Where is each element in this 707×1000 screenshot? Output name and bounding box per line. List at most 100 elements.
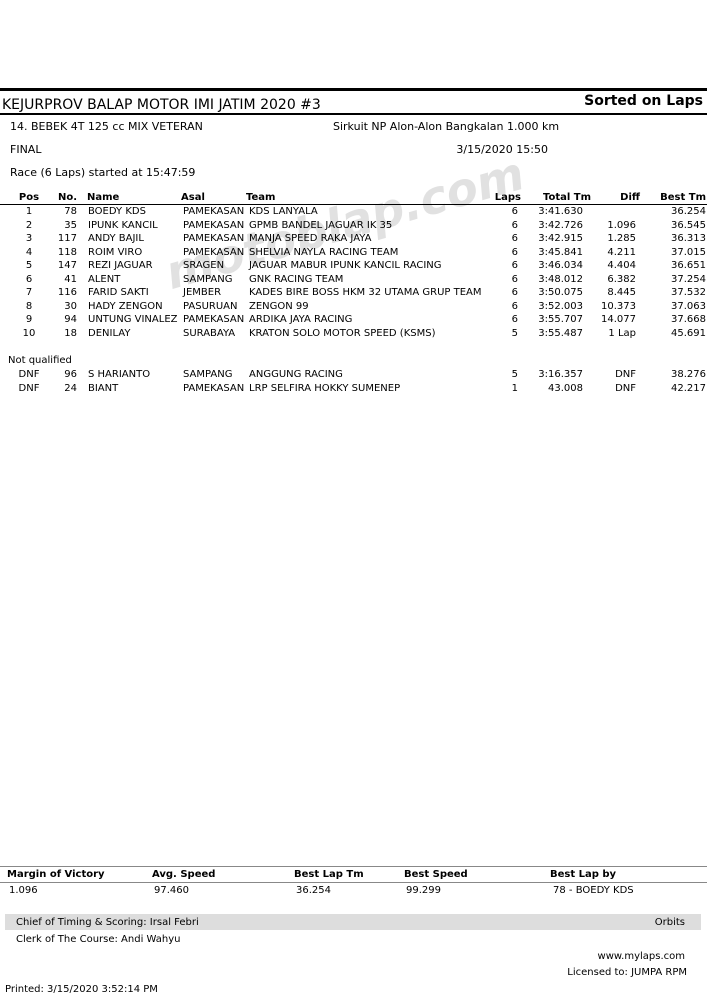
column-header: No. (57, 192, 77, 203)
rule (0, 866, 707, 867)
diff: DNF (615, 369, 636, 380)
number: 35 (64, 219, 77, 231)
rule (0, 882, 707, 883)
event: 14. BEBEK 4T 125 cc MIX VETERAN (10, 120, 203, 133)
team: GPMB BANDEL JAGUAR IK 35 (249, 219, 393, 231)
best-time: 37.254 (671, 273, 706, 285)
team: SHELVIA NAYLA RACING TEAM (249, 246, 399, 258)
team: MANJA SPEED RAKA JAYA (249, 233, 372, 244)
best-time: 37.063 (671, 300, 706, 312)
name: UNTUNG VINALEZ (88, 314, 178, 325)
laps: 6 (511, 260, 518, 271)
total-time: 3:41.630 (538, 206, 583, 217)
summary-value: 78 - BOEDY KDS (553, 885, 634, 896)
pos: 7 (25, 287, 33, 298)
best-time: 36.545 (671, 219, 706, 231)
number: 118 (57, 246, 77, 258)
team: GNK RACING TEAM (249, 273, 344, 285)
summary-label: Best Lap by (550, 869, 617, 880)
number: 18 (64, 327, 77, 339)
team: KRATON SOLO MOTOR SPEED (KSMS) (249, 327, 436, 339)
summary-label: Avg. Speed (152, 869, 216, 880)
pos: 1 (25, 206, 33, 217)
footer-bar (5, 914, 701, 930)
asal: PAMEKASAN (183, 314, 245, 325)
diff: 4.211 (607, 246, 636, 258)
number: 94 (64, 314, 77, 325)
summary-label: Best Lap Tm (294, 869, 364, 880)
column-header: Diff (620, 192, 640, 203)
team: ANGGUNG RACING (249, 369, 343, 380)
summary-value: 36.254 (296, 885, 331, 896)
diff: 6.382 (607, 273, 636, 285)
name: DENILAY (88, 327, 131, 339)
pos: DNF (18, 382, 40, 394)
total-time: 3:55.707 (538, 314, 583, 325)
total-time: 3:48.012 (538, 273, 583, 285)
best-time: 36.313 (671, 233, 706, 244)
printed: Printed: 3/15/2020 3:52:14 PM (5, 984, 158, 995)
number: 30 (64, 300, 77, 312)
total-time: 3:42.915 (538, 233, 583, 244)
diff: 1.096 (607, 219, 636, 231)
best-time: 37.668 (671, 314, 706, 325)
summary-value: 97.460 (154, 885, 189, 896)
number: 147 (57, 260, 77, 271)
team: ARDIKA JAYA RACING (249, 314, 353, 325)
diff: 1 Lap (608, 327, 636, 339)
total-time: 43.008 (548, 382, 583, 394)
number: 78 (64, 206, 77, 217)
asal: PAMEKASAN (183, 246, 245, 258)
diff: 10.373 (601, 300, 636, 312)
pos: 10 (22, 327, 36, 339)
name: IPUNK KANCIL (88, 219, 158, 231)
race-info: Race (6 Laps) started at 15:47:59 (10, 166, 196, 179)
name: FARID SAKTI (88, 287, 149, 298)
circuit: Sirkuit NP Alon-Alon Bangkalan 1.000 km (333, 120, 560, 133)
number: 24 (64, 382, 77, 394)
laps: 6 (511, 314, 518, 325)
clerk: Clerk of The Course: Andi Wahyu (16, 934, 181, 945)
summary-label: Best Speed (404, 869, 468, 880)
rule (0, 88, 707, 91)
rule (0, 113, 707, 115)
pos: 4 (25, 246, 33, 258)
team: JAGUAR MABUR IPUNK KANCIL RACING (249, 260, 442, 271)
column-header: Asal (181, 192, 205, 203)
total-time: 3:16.357 (538, 369, 583, 380)
pos: 5 (25, 260, 33, 271)
total-time: 3:45.841 (538, 246, 583, 258)
laps: 1 (511, 382, 518, 394)
laps: 6 (511, 233, 518, 244)
license: Licensed to: JUMPA RPM (567, 967, 687, 978)
sort-label: Sorted on Laps (584, 93, 703, 109)
column-header: Laps (494, 192, 521, 203)
title: KEJURPROV BALAP MOTOR IMI JATIM 2020 #3 (2, 97, 321, 113)
name: ROIM VIRO (88, 246, 143, 258)
number: 117 (57, 233, 77, 244)
column-header: Total Tm (543, 192, 592, 203)
best-time: 45.691 (671, 327, 706, 339)
rule (0, 204, 707, 205)
column-header: Best Tm (660, 192, 706, 203)
laps: 6 (511, 287, 518, 298)
pos: 3 (25, 233, 33, 244)
laps: 5 (511, 327, 518, 339)
number: 96 (64, 369, 77, 380)
team: KADES BIRE BOSS HKM 32 UTAMA GRUP TEAM (249, 287, 482, 298)
laps: 6 (511, 300, 518, 312)
name: BIANT (88, 382, 119, 394)
column-header: Pos (18, 192, 40, 203)
asal: SRAGEN (183, 260, 225, 271)
asal: SAMPANG (183, 273, 233, 285)
chief: Chief of Timing & Scoring: Irsal Febri (16, 917, 199, 928)
total-time: 3:46.034 (538, 260, 583, 271)
datetime: 3/15/2020 15:50 (456, 143, 548, 156)
team: KDS LANYALA (249, 206, 318, 217)
section-label: Not qualified (8, 355, 72, 366)
session: FINAL (10, 143, 42, 156)
name: ALENT (88, 273, 121, 285)
column-header: Team (246, 192, 276, 203)
software: Orbits (654, 917, 685, 928)
